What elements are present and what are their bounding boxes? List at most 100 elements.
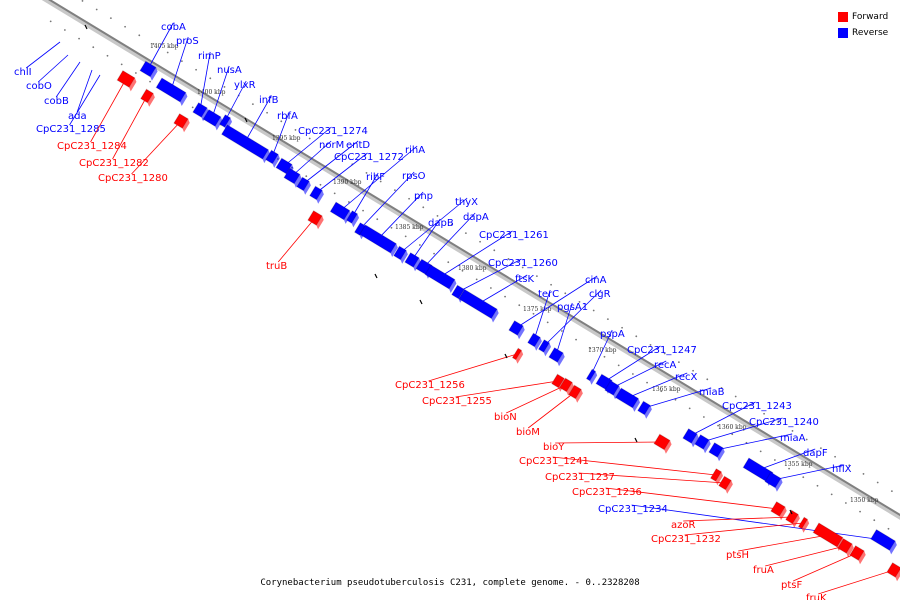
gene-label-pnp: pnp [414, 191, 433, 202]
gene-label-nusa: nusA [217, 65, 242, 76]
tick-label: 1355 kbp [784, 461, 813, 468]
gene-label-cpc231-1256: CpC231_1256 [395, 380, 465, 391]
gene-leader [76, 69, 93, 113]
backbone-mark [244, 117, 248, 123]
gene-leader [457, 258, 522, 293]
gene-block-side [715, 471, 724, 486]
gene-label-cpc231-1255: CpC231_1255 [422, 396, 492, 407]
gene-leader [25, 41, 61, 69]
gene-label-cpc231-1237: CpC231_1237 [545, 472, 615, 483]
backbone-dot [773, 459, 776, 461]
gene-block-side [717, 447, 725, 462]
gene-leader [590, 329, 613, 376]
backbone-dot [859, 510, 861, 513]
gene-label-ylxr: ylxR [234, 80, 256, 91]
gene-leader [199, 51, 211, 111]
gene-block-side [400, 250, 408, 264]
gene-label-ada: ada [68, 111, 87, 122]
gene-leader [683, 516, 793, 522]
backbone-dot [447, 261, 450, 264]
backbone-mark [419, 299, 423, 305]
backbone-dot [560, 330, 563, 332]
legend-swatch-forward [838, 12, 848, 22]
backbone-dot [365, 172, 368, 174]
backbone-dot [731, 433, 734, 436]
gene-block-side [703, 439, 711, 454]
gene-leader [359, 171, 415, 230]
gene-label-cobb: cobB [44, 96, 69, 107]
backbone-dot [592, 309, 595, 312]
backbone-dot [546, 321, 549, 324]
gene-leader [543, 289, 602, 347]
tick-label: 1350 kbp [850, 497, 879, 504]
gene-block-side [775, 478, 783, 492]
backbone-dot [134, 72, 137, 74]
gene-label-miaa: miaA [780, 433, 806, 444]
legend-item-forward: Forward [838, 9, 900, 25]
gene-label-cina: cinA [585, 275, 607, 286]
gene-block-side [262, 149, 270, 164]
gene-label-cpc231-1272: CpC231_1272 [334, 152, 404, 163]
gene-label-ftsk: ftsK [515, 274, 534, 285]
backbone-dot [152, 43, 155, 45]
gene-leader [69, 74, 101, 126]
backbone-dot [876, 481, 879, 484]
backbone-dot [819, 447, 822, 450]
gene-label-riha: rihA [405, 145, 425, 156]
backbone-dot [418, 244, 421, 246]
backbone-dot [862, 473, 865, 475]
gene-leader [684, 522, 804, 536]
backbone-dot [887, 527, 890, 530]
backbone-dot [393, 189, 396, 192]
backbone-dot [564, 292, 567, 295]
gene-label-infb: infB [259, 95, 279, 106]
backbone-dot [660, 390, 663, 393]
backbone-dot [294, 129, 297, 131]
backbone-dot [390, 226, 393, 229]
gene-block-side [725, 480, 733, 494]
backbone-dot [532, 312, 535, 315]
gene-leader [271, 111, 290, 158]
backbone-dot [763, 412, 765, 415]
gene-leader [715, 433, 793, 451]
gene-leader [277, 217, 316, 263]
tick-label: 1400 kbp [197, 89, 226, 96]
gene-leader [377, 191, 424, 240]
gene-label-cpc231-1284: CpC231_1284 [57, 141, 127, 152]
gene-label-cpc231-1236: CpC231_1236 [572, 487, 642, 498]
gene-leader [631, 504, 884, 541]
backbone-dot [649, 344, 652, 346]
gene-block-side [351, 213, 360, 228]
gene-label-cpc231-1260: CpC231_1260 [488, 258, 558, 269]
backbone-dot [493, 249, 496, 252]
backbone-mark [504, 353, 508, 359]
backbone-dot [674, 398, 677, 401]
gene-leader [131, 120, 182, 175]
gene-block-side [691, 433, 699, 448]
legend-label-reverse: Reverse [852, 28, 889, 38]
backbone-dot [49, 20, 52, 23]
backbone-dot [305, 175, 308, 178]
gene-label-fruk: fruK [806, 593, 827, 600]
gene-leader [339, 145, 418, 212]
gene-leader [90, 78, 127, 143]
backbone-dot [78, 37, 80, 40]
backbone-dot [63, 29, 66, 31]
gene-leader [643, 387, 712, 409]
gene-leader [533, 289, 551, 341]
gene-block-side [150, 67, 158, 81]
backbone-dot [717, 424, 719, 427]
gene-leader [399, 197, 468, 254]
gene-block-side [801, 519, 810, 533]
tick-label: 1360 kbp [718, 424, 747, 431]
backbone-dot [95, 8, 98, 11]
backbone-dot [589, 347, 592, 350]
gene-label-cpc231-1243: CpC231_1243 [722, 401, 792, 412]
gene-block-side [449, 279, 457, 293]
backbone-dot [550, 283, 552, 286]
backbone-dot [518, 304, 521, 307]
gene-label-cpc231-1240: CpC231_1240 [749, 417, 819, 428]
gene-leader [439, 230, 513, 278]
gene-label-ribf: ribF [366, 172, 385, 183]
